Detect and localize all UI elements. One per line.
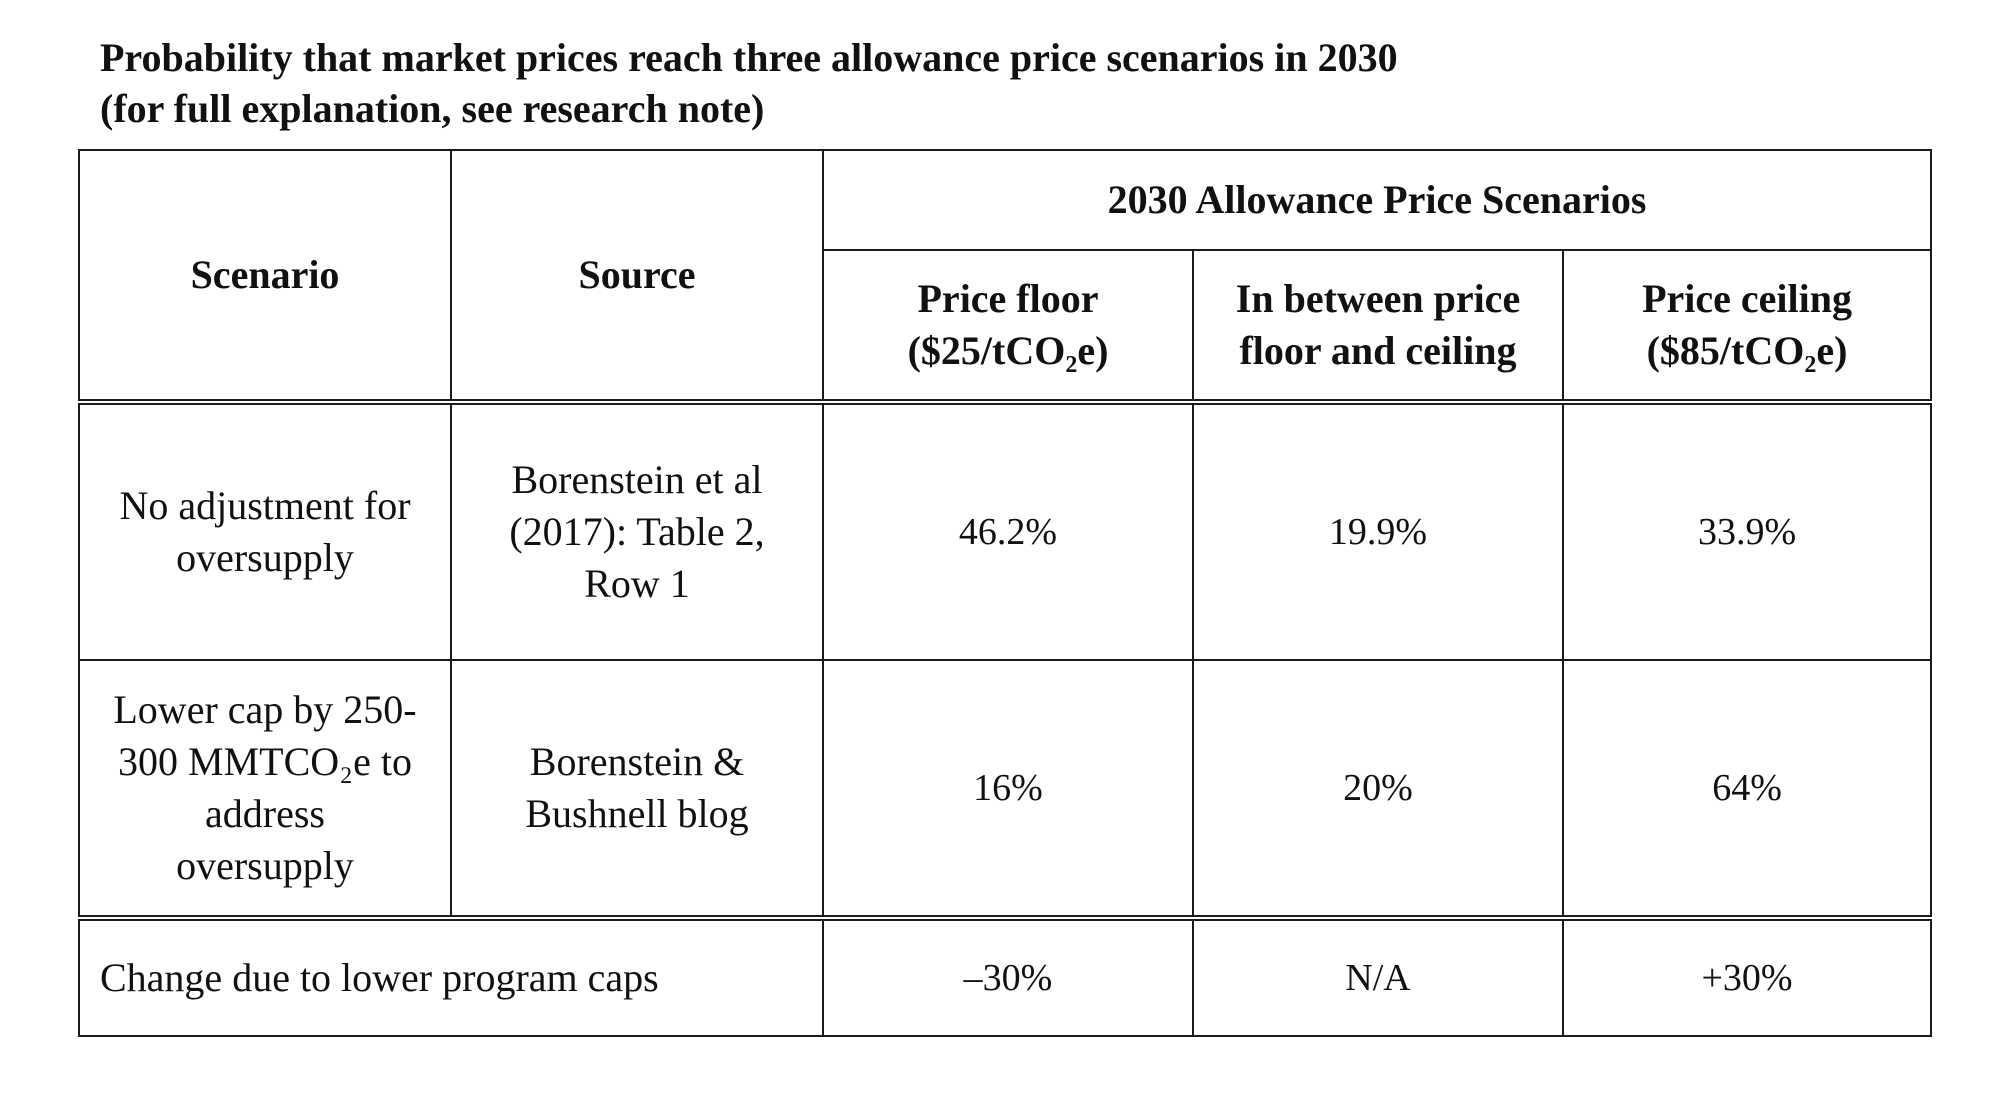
table-footer-row: Change due to lower program caps –30% N/… — [78, 917, 1933, 1037]
scenario-cell: Lower cap by 250- 300 MMTCO₂e to address… — [78, 659, 452, 921]
scenario-line: 300 MMTCO₂e to — [118, 739, 412, 784]
header-price-floor: Price floor ($25/tCO₂e) — [822, 249, 1194, 405]
value-price-ceiling: 33.9% — [1561, 401, 1933, 661]
source-line: Row 1 — [584, 561, 690, 606]
header-price-floor-line1: Price floor — [917, 276, 1099, 321]
table-row: Lower cap by 250- 300 MMTCO₂e to address… — [78, 659, 1933, 921]
header-group-price-scenarios: 2030 Allowance Price Scenarios — [821, 149, 1933, 251]
scenario-line: Lower cap by 250- — [113, 687, 417, 732]
header-price-ceiling-line1: Price ceiling — [1642, 276, 1852, 321]
value-in-between: 20% — [1192, 659, 1564, 921]
header-in-between: In between price floor and ceiling — [1192, 249, 1564, 405]
scenario-line: address — [205, 791, 325, 836]
source-cell: Borenstein & Bushnell blog — [450, 659, 824, 921]
source-line: Bushnell blog — [525, 791, 749, 836]
table-title: Probability that market prices reach thr… — [100, 32, 1398, 134]
title-line-1: Probability that market prices reach thr… — [100, 35, 1398, 80]
header-source: Source — [450, 149, 824, 405]
probability-table: Scenario Source 2030 Allowance Price Sce… — [78, 149, 1933, 1037]
header-price-floor-line2: ($25/tCO₂e) — [907, 328, 1109, 373]
value-price-ceiling: 64% — [1561, 659, 1933, 921]
header-price-ceiling-line2: ($85/tCO₂e) — [1646, 328, 1848, 373]
value-in-between: 19.9% — [1192, 401, 1564, 661]
table-row: No adjustment for oversupply Borenstein … — [78, 401, 1933, 661]
footer-label: Change due to lower program caps — [78, 917, 824, 1037]
scenario-line: oversupply — [176, 535, 354, 580]
footer-value-in-between: N/A — [1192, 917, 1564, 1037]
scenario-cell: No adjustment for oversupply — [78, 401, 452, 661]
footer-value-price-floor: –30% — [822, 917, 1194, 1037]
scenario-line: No adjustment for — [119, 483, 411, 528]
value-price-floor: 16% — [822, 659, 1194, 921]
header-scenario: Scenario — [78, 149, 452, 405]
value-price-floor: 46.2% — [822, 401, 1194, 661]
header-in-between-line2: floor and ceiling — [1239, 328, 1517, 373]
header-price-ceiling: Price ceiling ($85/tCO₂e) — [1561, 249, 1933, 405]
source-cell: Borenstein et al (2017): Table 2, Row 1 — [450, 401, 824, 661]
footer-value-price-ceiling: +30% — [1561, 917, 1933, 1037]
source-line: Borenstein & — [529, 739, 745, 784]
header-in-between-line1: In between price — [1235, 276, 1521, 321]
scenario-line: oversupply — [176, 843, 354, 888]
source-line: Borenstein et al — [511, 457, 763, 502]
title-line-2: (for full explanation, see research note… — [100, 86, 765, 131]
source-line: (2017): Table 2, — [509, 509, 765, 554]
